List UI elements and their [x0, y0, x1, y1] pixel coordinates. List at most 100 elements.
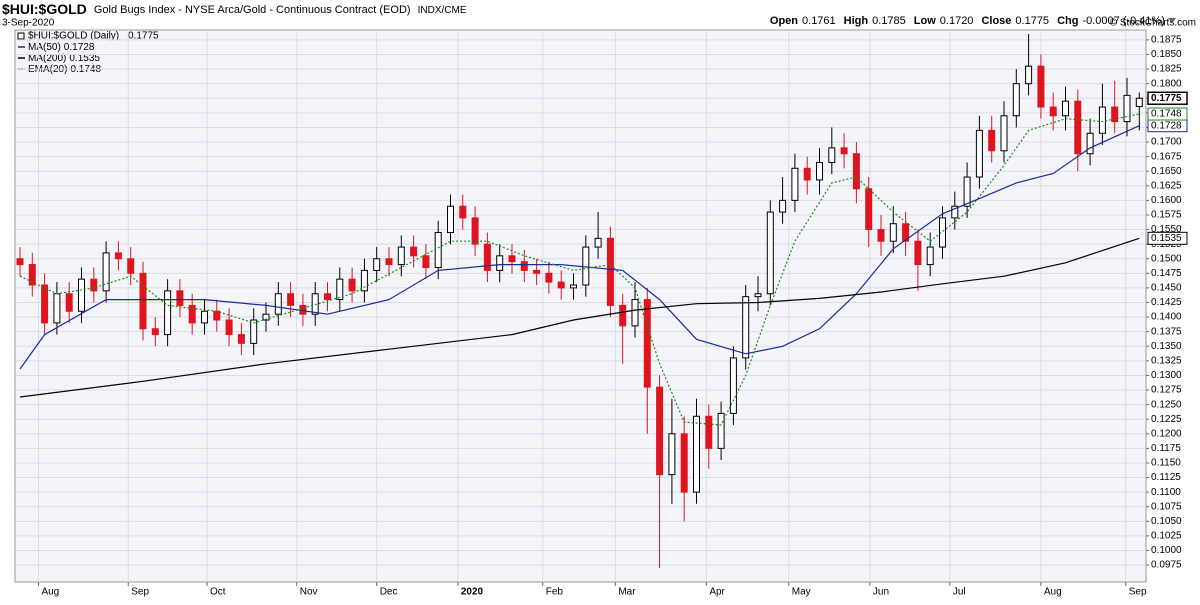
candle-body [41, 284, 49, 324]
y-tick-label: 0.1875 [1151, 35, 1182, 46]
plot-area [14, 29, 1147, 583]
legend-entry: MA(200) 0.1535 [28, 53, 100, 64]
candle-body [816, 161, 823, 181]
y-tick-label: 0.1475 [1151, 268, 1182, 279]
candle-body [360, 269, 368, 292]
candle-body [28, 264, 36, 286]
y-tick-label: 0.1225 [1151, 414, 1182, 425]
candle-body [397, 246, 405, 266]
dropdown-arrow[interactable] [1168, 18, 1176, 23]
x-tick-label: Sep [1129, 587, 1147, 598]
candle-body [53, 293, 61, 324]
y-tick-label: 0.1550 [1151, 224, 1182, 235]
candle-body [988, 129, 996, 152]
candle-body [471, 217, 479, 245]
candle-body [693, 415, 700, 493]
candle-body [1123, 94, 1131, 123]
candle-body [1049, 106, 1057, 117]
candle-body [1062, 100, 1069, 117]
value-tag: 0.1775 [1151, 93, 1182, 104]
legend-value: 0.1728 [64, 42, 95, 53]
x-tick-label: Nov [300, 587, 318, 598]
candle-body [188, 304, 196, 324]
candle-body [533, 269, 541, 274]
legend-label: $HUI:$GOLD (Daily) [28, 31, 119, 42]
y-tick-label: 0.1125 [1151, 472, 1181, 483]
x-tick-label: Mar [618, 587, 636, 598]
candle-body [1135, 97, 1143, 107]
candle-body [102, 252, 110, 292]
candle-body [902, 223, 910, 242]
candle-body [90, 278, 98, 292]
candle-body [582, 246, 590, 286]
quote: Open 0.1761 High 0.1785 Low 0.1720 Close 0.1775… [770, 15, 1165, 27]
legend-entry: MA(50) 0.1728 [28, 42, 95, 53]
candle-body [545, 272, 553, 283]
x-tick-label: Oct [210, 587, 226, 598]
candle-body [951, 205, 959, 219]
candle-body [877, 229, 885, 242]
quote-value: 0.1775 [1015, 15, 1049, 27]
candle-body [1086, 132, 1094, 155]
candle-body [631, 299, 639, 327]
candle-body [447, 205, 454, 233]
candle-body [570, 284, 577, 289]
y-tick-label: 0.1250 [1151, 399, 1182, 410]
candle-body [914, 240, 922, 266]
y-tick-label: 0.1200 [1151, 428, 1182, 439]
y-tick-label: 0.1150 [1151, 458, 1181, 469]
y-tick-label: 0.1050 [1151, 516, 1182, 527]
candle-body [557, 281, 565, 289]
value-tag: 0.1728 [1151, 120, 1182, 131]
candle-body [717, 412, 725, 449]
y-tick-label: 0.1625 [1151, 180, 1182, 191]
x-tick-label: Sep [131, 587, 149, 598]
y-tick-label: 0.1000 [1151, 545, 1182, 556]
candle-body [274, 293, 282, 315]
candle-body [422, 255, 430, 268]
candle-body [742, 296, 750, 359]
candle-body [1012, 83, 1020, 117]
y-tick-label: 0.1350 [1151, 341, 1182, 352]
quote-value: 0.1720 [940, 15, 974, 27]
candle-body [840, 147, 848, 155]
candle-body [496, 255, 504, 271]
candle-body [865, 188, 873, 231]
value-tag-box [1147, 231, 1188, 245]
candle-body [594, 237, 602, 248]
candle-body [176, 290, 184, 306]
quote-label: Chg [1057, 15, 1078, 27]
candle-body [520, 261, 528, 271]
candle-body [201, 310, 208, 324]
candle-body [619, 304, 627, 327]
candle-body [889, 223, 897, 242]
date: 3-Sep-2020 [2, 18, 55, 29]
legend-value: 0.1535 [69, 53, 100, 64]
y-tick-label: 0.1275 [1151, 385, 1182, 396]
candle-body [1037, 65, 1045, 108]
candle-body [705, 415, 713, 449]
y-tick-label: 0.1825 [1151, 64, 1182, 75]
candle-body [483, 243, 491, 271]
candle-body [1111, 106, 1119, 123]
candle-body [151, 328, 159, 336]
candle-body [656, 386, 664, 476]
candle-body [1000, 115, 1008, 152]
candle-body [668, 433, 676, 476]
candle-body [963, 176, 971, 207]
candle-body [385, 258, 393, 266]
candle-body [939, 217, 946, 248]
y-tick-label: 0.1850 [1151, 49, 1182, 60]
x-tick-label: Aug [1044, 587, 1062, 598]
chart-title: $HUI:$GOLD [2, 1, 87, 17]
chart-subtitle: Gold Bugs Index - NYSE Arca/Gold - Conti… [94, 4, 411, 16]
y-tick-label: 0.1300 [1151, 370, 1182, 381]
value-tag-box [1147, 91, 1188, 106]
candle-body [127, 258, 135, 274]
candle-body [287, 293, 295, 306]
candle-body [803, 167, 811, 181]
x-tick-label: Jul [953, 587, 966, 598]
y-tick-label: 0.1075 [1151, 501, 1182, 512]
candle-body [791, 167, 799, 201]
x-tick-label: Feb [546, 587, 564, 598]
